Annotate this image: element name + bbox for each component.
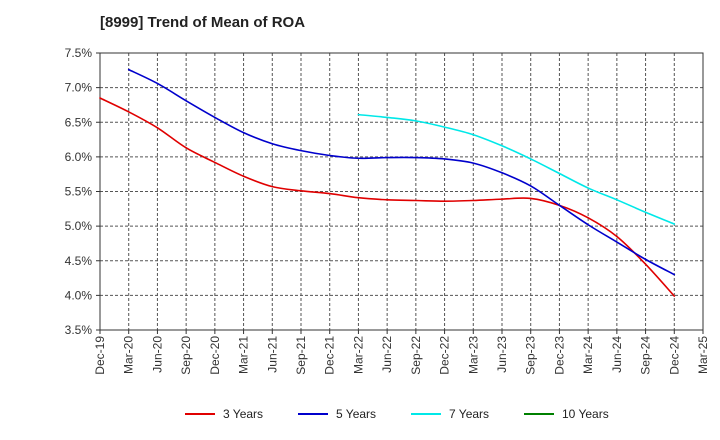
x-tick-label: Jun-21 — [265, 336, 279, 373]
legend: 3 Years 5 Years 7 Years 10 Years — [185, 407, 609, 421]
x-tick-label: Jun-24 — [610, 336, 624, 373]
x-tick-label: Dec-22 — [438, 336, 452, 375]
x-tick-label: Mar-20 — [122, 336, 136, 374]
y-tick-label: 5.5% — [65, 185, 93, 199]
legend-label-5-years: 5 Years — [336, 407, 376, 421]
series-line-5-years — [127, 68, 676, 276]
x-tick-label: Dec-21 — [323, 336, 337, 375]
y-tick-label: 7.0% — [65, 81, 93, 95]
x-tick-label: Sep-24 — [639, 336, 653, 375]
x-tick-label: Mar-22 — [351, 336, 365, 374]
y-tick-label: 5.0% — [65, 219, 93, 233]
x-tick-label: Sep-21 — [294, 336, 308, 375]
x-tick-label: Jun-22 — [380, 336, 394, 373]
chart-title: [8999] Trend of Mean of ROA — [100, 14, 306, 31]
legend-label-7-years: 7 Years — [449, 407, 489, 421]
y-axis: 3.5% 4.0% 4.5% 5.0% 5.5% 6.0% 6.5% 7.0% 7.5% — [65, 46, 100, 337]
y-tick-label: 4.0% — [65, 288, 93, 302]
series-layer — [99, 68, 676, 297]
x-tick-label: Mar-21 — [237, 336, 251, 374]
grid-layer — [99, 52, 704, 331]
y-tick-label: 7.5% — [65, 46, 93, 60]
y-tick-label: 6.5% — [65, 115, 93, 129]
legend-label-3-years: 3 Years — [223, 407, 263, 421]
x-tick-label: Dec-23 — [552, 336, 566, 375]
series-line-3-years — [99, 97, 676, 297]
x-tick-label: Dec-20 — [208, 336, 222, 375]
series-line-7-years — [357, 113, 676, 225]
x-tick-label: Sep-23 — [524, 336, 538, 375]
x-tick-label: Mar-25 — [696, 336, 710, 374]
x-tick-label: Mar-23 — [466, 336, 480, 374]
legend-label-10-years: 10 Years — [562, 407, 609, 421]
x-tick-label: Dec-24 — [667, 336, 681, 375]
x-tick-label: Dec-19 — [93, 336, 107, 375]
y-tick-label: 4.5% — [65, 254, 93, 268]
y-tick-label: 3.5% — [65, 323, 93, 337]
x-tick-label: Sep-22 — [409, 336, 423, 375]
x-axis: Dec-19 Mar-20 Jun-20 Sep-20 Dec-20 Mar-21 Jun-… — [93, 330, 710, 375]
x-tick-label: Sep-20 — [179, 336, 193, 375]
y-tick-label: 6.0% — [65, 150, 93, 164]
x-tick-label: Jun-20 — [150, 336, 164, 373]
x-tick-label: Mar-24 — [581, 336, 595, 374]
x-tick-label: Jun-23 — [495, 336, 509, 373]
